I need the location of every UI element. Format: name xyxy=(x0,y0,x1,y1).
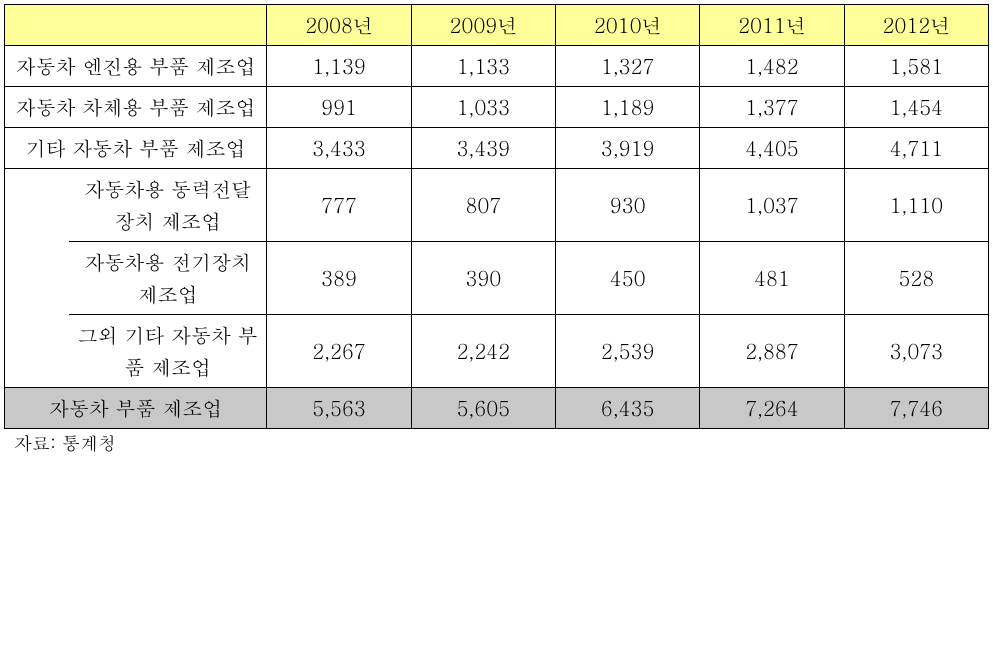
cell: 1,033 xyxy=(411,87,555,128)
cell: 389 xyxy=(267,242,411,315)
cell: 1,482 xyxy=(700,46,844,87)
cell: 4,405 xyxy=(700,128,844,169)
cell: 481 xyxy=(700,242,844,315)
cell: 3,433 xyxy=(267,128,411,169)
table-row: 자동차 엔진용 부품 제조업 1,139 1,133 1,327 1,482 1… xyxy=(5,46,989,87)
indent-cell xyxy=(5,169,70,388)
row-label: 자동차 차체용 부품 제조업 xyxy=(5,87,267,128)
total-cell: 5,605 xyxy=(411,388,555,429)
cell: 450 xyxy=(556,242,700,315)
total-label: 자동차 부품 제조업 xyxy=(5,388,267,429)
cell: 1,110 xyxy=(844,169,988,242)
cell: 1,189 xyxy=(556,87,700,128)
row-label: 자동차 엔진용 부품 제조업 xyxy=(5,46,267,87)
cell: 991 xyxy=(267,87,411,128)
cell: 2,887 xyxy=(700,315,844,388)
table-row: 자동차용 전기장치 제조업 389 390 450 481 528 xyxy=(5,242,989,315)
total-cell: 7,264 xyxy=(700,388,844,429)
cell: 2,539 xyxy=(556,315,700,388)
cell: 1,037 xyxy=(700,169,844,242)
cell: 1,327 xyxy=(556,46,700,87)
data-table: 2008년 2009년 2010년 2011년 2012년 자동차 엔진용 부품… xyxy=(4,4,989,429)
cell: 1,454 xyxy=(844,87,988,128)
header-blank xyxy=(5,5,267,46)
total-cell: 7,746 xyxy=(844,388,988,429)
col-header: 2008년 xyxy=(267,5,411,46)
source-note: 자료: 통계청 xyxy=(4,431,989,456)
col-header: 2010년 xyxy=(556,5,700,46)
cell: 1,139 xyxy=(267,46,411,87)
cell: 3,073 xyxy=(844,315,988,388)
cell: 930 xyxy=(556,169,700,242)
cell: 3,439 xyxy=(411,128,555,169)
cell: 528 xyxy=(844,242,988,315)
table-row: 자동차용 동력전달장치 제조업 777 807 930 1,037 1,110 xyxy=(5,169,989,242)
table-row: 그외 기타 자동차 부품 제조업 2,267 2,242 2,539 2,887… xyxy=(5,315,989,388)
row-label: 그외 기타 자동차 부품 제조업 xyxy=(69,315,267,388)
header-row: 2008년 2009년 2010년 2011년 2012년 xyxy=(5,5,989,46)
row-label: 기타 자동차 부품 제조업 xyxy=(5,128,267,169)
cell: 2,267 xyxy=(267,315,411,388)
cell: 3,919 xyxy=(556,128,700,169)
row-label: 자동차용 동력전달장치 제조업 xyxy=(69,169,267,242)
cell: 390 xyxy=(411,242,555,315)
table-row: 기타 자동차 부품 제조업 3,433 3,439 3,919 4,405 4,… xyxy=(5,128,989,169)
cell: 4,711 xyxy=(844,128,988,169)
col-header: 2009년 xyxy=(411,5,555,46)
cell: 2,242 xyxy=(411,315,555,388)
table-row: 자동차 차체용 부품 제조업 991 1,033 1,189 1,377 1,4… xyxy=(5,87,989,128)
total-row: 자동차 부품 제조업 5,563 5,605 6,435 7,264 7,746 xyxy=(5,388,989,429)
total-cell: 6,435 xyxy=(556,388,700,429)
cell: 1,377 xyxy=(700,87,844,128)
cell: 807 xyxy=(411,169,555,242)
cell: 777 xyxy=(267,169,411,242)
cell: 1,581 xyxy=(844,46,988,87)
total-cell: 5,563 xyxy=(267,388,411,429)
cell: 1,133 xyxy=(411,46,555,87)
col-header: 2012년 xyxy=(844,5,988,46)
row-label: 자동차용 전기장치 제조업 xyxy=(69,242,267,315)
col-header: 2011년 xyxy=(700,5,844,46)
